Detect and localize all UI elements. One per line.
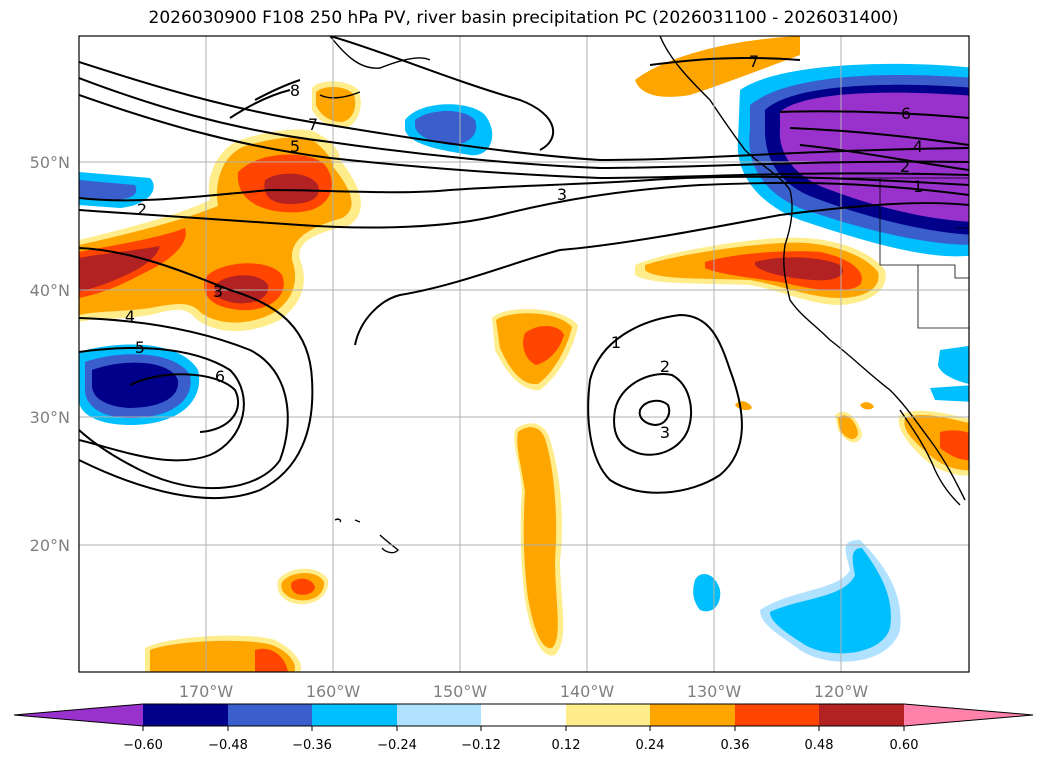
pv-contour-line [587,313,743,494]
lon-label: 150°W [433,682,488,701]
colorbar-tick-label: −0.48 [208,738,248,753]
lon-label: 130°W [687,682,742,701]
lat-label: 40°N [30,281,70,300]
positive-anomaly-fill [291,578,315,595]
colorbar-tick-label: −0.36 [292,738,332,753]
pv-contours [79,36,969,500]
pv-contour-line [638,399,671,427]
pv-contour-line [79,317,289,490]
pv-contour-line [79,61,969,162]
baja-coastline [899,409,961,506]
pv-contour-line [79,77,969,170]
contour-label: 1 [913,177,923,196]
pv-contour-line [79,347,245,462]
contour-label: 5 [290,137,300,156]
pv-contour-line [613,373,692,456]
colorbar-segment [650,704,735,726]
colorbar-tick-label: 0.12 [552,738,581,753]
colorbar-extend-high [904,704,1033,726]
contour-label: 2 [137,200,147,219]
negative-anomaly-fill [770,548,891,654]
pv-contour-line [649,56,801,66]
contour-labels: 8 7 5 3 2 3 4 5 6 7 6 4 2 1 1 2 3 [125,52,923,442]
colorbar-segment [143,704,228,726]
positive-anomaly-fill [904,415,969,471]
pv-contour-line [79,247,314,500]
positive-anomaly-fill [316,86,356,122]
negative-anomaly-fill [79,180,137,200]
positive-anomaly-fill [755,257,844,281]
positive-anomaly-fill [860,402,874,410]
state-border-path [808,177,969,329]
contour-label: 3 [557,185,567,204]
positive-anomaly-fill [523,326,564,365]
colorbar-tick-label: −0.24 [377,738,417,753]
lon-label: 120°W [814,682,869,701]
colorbar-segment [397,704,481,726]
colorbar-segment [481,704,566,726]
pv-contour-line [79,181,969,229]
contour-label: 5 [135,338,145,357]
positive-anomaly-fill [635,36,800,97]
negative-anomaly-fill [938,345,969,384]
lon-label: 170°W [179,682,234,701]
lat-label: 20°N [30,536,70,555]
map-title: 2026030900 F108 250 hPa PV, river basin … [148,8,899,28]
lon-label: 140°W [560,682,615,701]
colorbar-extend-low [14,704,143,726]
colorbar-segment [312,704,397,726]
pv-contour-line [79,94,969,180]
pv-contour-line [354,202,969,346]
lat-label: 30°N [30,408,70,427]
pv-contour-line [129,373,240,433]
pv-contour-line [329,36,555,151]
colorbar-tick-label: 0.36 [721,738,750,753]
colorbar: −0.60 −0.48 −0.36 −0.24 −0.12 0.12 0.24 … [13,703,1034,753]
contour-label: 2 [660,357,670,376]
pv-contour-line [229,79,301,119]
negative-anomaly-fill [415,111,477,145]
negative-anomaly-fill [693,574,721,612]
contour-label: 3 [660,423,670,442]
colorbar-tick-label: 0.48 [805,738,834,753]
hawaii-islands [334,518,399,554]
colorbar-segment [566,704,650,726]
pv-contour-line [79,175,969,202]
colorbar-tick-label: −0.60 [123,738,163,753]
positive-anomaly-fill [517,427,558,649]
colorbar-tick-label: 0.24 [636,738,665,753]
contour-label: 8 [290,81,300,100]
contour-label: 6 [215,367,225,386]
contour-label: 4 [125,307,135,326]
contour-label: 2 [900,157,910,176]
contour-label: 7 [308,115,318,134]
map-frame [78,35,970,673]
colorbar-tick-label: 0.60 [890,738,919,753]
pv-contour-line [779,110,969,171]
positive-anomaly-fill [264,173,319,204]
positive-anomaly-fill [214,275,269,304]
positive-anomaly-fill [940,430,969,461]
negative-anomaly-fill [92,362,179,408]
colorbar-segment [228,704,312,726]
colorbar-tick-label: −0.12 [461,738,501,753]
colorbar-segment [819,704,904,726]
positive-anomaly-fill [838,415,858,440]
lat-label: 50°N [30,153,70,172]
lon-label: 160°W [306,682,361,701]
contour-label: 1 [611,333,621,352]
contour-label: 3 [213,282,223,301]
axis-labels: 170°W 160°W 150°W 140°W 130°W 120°W 50°N… [30,153,869,701]
positive-anomaly-fill [255,648,288,672]
contour-label: 4 [913,137,923,156]
political-borders [808,177,969,329]
negative-anomaly-fill [930,385,969,402]
contour-label: 6 [901,104,911,123]
contour-label: 7 [749,52,759,71]
colorbar-segment [735,704,819,726]
